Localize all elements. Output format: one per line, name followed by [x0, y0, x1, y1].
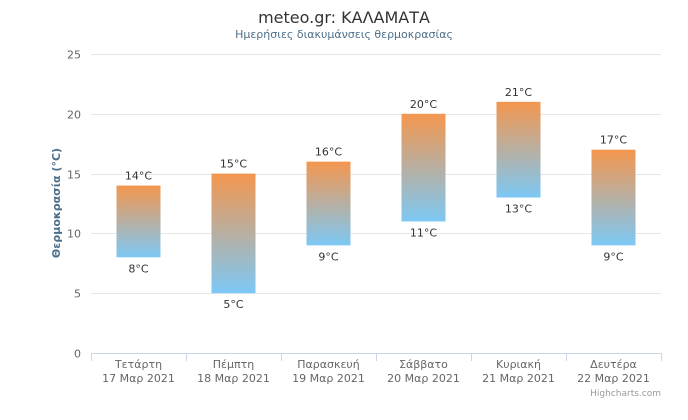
x-tick-label-date: 18 Μαρ 2021 — [197, 372, 270, 385]
y-tick-label: 15 — [67, 169, 81, 182]
data-labels: 14°C 8°C 15°C 5°C 16°C 9°C 20°C 11°C 21°C 13°C 17°… — [125, 86, 627, 311]
range-bar — [496, 101, 541, 198]
x-tick-label-day: Δευτέρα — [590, 358, 637, 371]
high-data-label: 20°C — [410, 98, 437, 111]
x-tick-label-date: 21 Μαρ 2021 — [482, 372, 555, 385]
low-data-label: 9°C — [318, 250, 338, 263]
low-data-label: 13°C — [505, 203, 532, 216]
x-tick-label-day: Πέμπτη — [213, 358, 254, 371]
high-data-label: 15°C — [220, 158, 247, 171]
low-data-label: 9°C — [603, 250, 623, 263]
x-tick-label-day: Κυριακή — [496, 358, 541, 371]
grid-lines — [91, 54, 661, 294]
y-tick-label: 20 — [67, 109, 81, 122]
x-tick-label-date: 20 Μαρ 2021 — [387, 372, 460, 385]
credits-link[interactable]: Highcharts.com — [590, 389, 661, 399]
range-bar — [116, 185, 161, 258]
y-tick-label: 25 — [67, 49, 81, 62]
high-data-label: 17°C — [600, 134, 627, 147]
y-tick-label: 0 — [74, 348, 81, 361]
y-tick-label: 10 — [67, 228, 81, 241]
high-data-label: 16°C — [315, 146, 342, 159]
x-tick-label-date: 22 Μαρ 2021 — [577, 372, 650, 385]
y-tick-label: 5 — [74, 288, 81, 301]
chart-title: meteo.gr: ΚΑΛΑΜΑΤΑ — [258, 8, 430, 27]
chart-subtitle: Ημερήσιες διακυμάνσεις θερμοκρασίας — [235, 28, 453, 41]
y-axis-title: Θερμοκρασία (°C) — [50, 148, 63, 258]
x-tick-label-date: 17 Μαρ 2021 — [102, 372, 175, 385]
x-tick-label-date: 19 Μαρ 2021 — [292, 372, 365, 385]
high-data-label: 21°C — [505, 86, 532, 99]
low-data-label: 8°C — [128, 262, 148, 275]
range-bar — [211, 173, 256, 294]
high-data-label: 14°C — [125, 170, 152, 183]
range-bars — [116, 101, 636, 294]
range-bar — [591, 149, 636, 246]
x-tick-label-day: Παρασκευή — [297, 358, 360, 371]
range-bar — [401, 113, 446, 222]
x-tick-label-day: Σάββατο — [399, 358, 448, 371]
range-bar — [306, 161, 351, 246]
low-data-label: 11°C — [410, 226, 437, 239]
low-data-label: 5°C — [223, 298, 243, 311]
x-tick-label-day: Τετάρτη — [114, 358, 162, 371]
